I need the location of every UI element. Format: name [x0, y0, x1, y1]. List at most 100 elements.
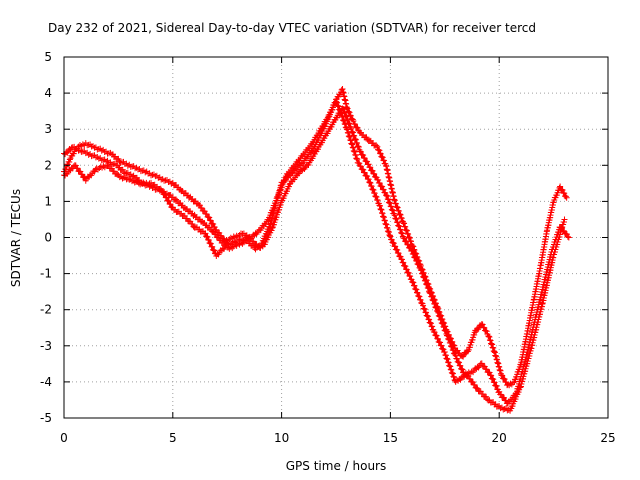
data-marker	[396, 223, 403, 230]
data-marker	[367, 179, 374, 186]
data-marker	[387, 233, 394, 240]
data-marker	[417, 296, 424, 303]
data-marker	[448, 366, 455, 373]
data-marker	[392, 243, 399, 250]
data-marker	[467, 341, 474, 348]
data-marker	[341, 117, 348, 124]
data-marker	[450, 347, 457, 354]
data-marker	[334, 99, 341, 106]
data-marker	[165, 198, 172, 205]
data-marker	[388, 236, 395, 243]
data-marker	[142, 169, 149, 176]
data-marker	[427, 320, 434, 327]
data-marker	[374, 143, 381, 150]
data-marker	[500, 406, 507, 413]
data-marker	[98, 147, 105, 154]
data-marker	[406, 234, 413, 241]
data-marker	[361, 169, 368, 176]
data-marker	[124, 162, 131, 169]
data-marker	[437, 339, 444, 346]
data-marker	[162, 191, 169, 198]
data-marker	[405, 241, 412, 248]
data-marker	[349, 116, 356, 123]
data-marker	[442, 328, 449, 335]
data-marker	[486, 369, 493, 376]
data-marker	[438, 342, 445, 349]
data-marker	[425, 285, 432, 292]
data-marker	[468, 339, 475, 346]
data-marker	[430, 297, 437, 304]
data-marker	[411, 282, 418, 289]
data-marker	[269, 225, 276, 232]
data-marker	[338, 110, 345, 117]
x-tick-labels: 0 5 10 15 20 25	[60, 431, 615, 445]
data-marker	[438, 317, 445, 324]
data-marker	[355, 143, 362, 150]
data-marker	[444, 356, 451, 363]
data-marker	[431, 301, 438, 308]
data-marker	[401, 235, 408, 242]
data-marker	[490, 376, 497, 383]
data-marker	[392, 200, 399, 207]
data-marker	[446, 336, 453, 343]
data-marker	[173, 196, 180, 203]
data-marker	[333, 96, 339, 103]
data-marker	[431, 329, 438, 336]
data-marker	[442, 352, 449, 359]
data-marker	[447, 363, 454, 370]
y-tick-label: -4	[40, 375, 52, 389]
data-marker	[409, 247, 416, 254]
data-marker	[441, 349, 448, 356]
data-marker	[391, 212, 398, 219]
data-marker	[354, 140, 361, 147]
data-marker	[379, 154, 386, 161]
data-marker	[517, 384, 524, 391]
data-marker	[493, 383, 500, 390]
data-series	[61, 96, 568, 414]
data-marker	[352, 136, 359, 143]
data-marker	[471, 331, 478, 338]
data-marker	[401, 220, 408, 227]
data-marker	[243, 234, 250, 241]
data-marker	[434, 308, 441, 315]
data-marker	[485, 333, 492, 340]
data-marker	[364, 173, 371, 180]
data-marker	[485, 332, 492, 339]
data-marker	[473, 384, 480, 391]
data-marker	[167, 201, 174, 208]
data-marker	[85, 151, 92, 158]
x-tick-label: 5	[169, 431, 177, 445]
data-marker	[352, 121, 359, 128]
data-marker	[129, 178, 135, 185]
data-marker	[398, 256, 405, 263]
data-marker	[423, 309, 430, 316]
data-marker	[488, 340, 495, 347]
data-marker	[204, 233, 211, 240]
data-marker	[441, 324, 448, 331]
data-marker	[203, 211, 210, 218]
data-marker	[365, 176, 372, 183]
data-marker	[240, 237, 247, 244]
data-marker	[373, 142, 380, 149]
data-marker	[435, 335, 441, 342]
data-marker	[405, 270, 412, 277]
data-marker	[407, 273, 414, 280]
data-marker	[429, 323, 436, 330]
data-marker	[205, 237, 212, 244]
data-marker	[486, 333, 493, 340]
data-marker	[565, 234, 572, 241]
data-marker	[368, 183, 375, 190]
data-marker	[489, 344, 496, 351]
data-marker	[452, 351, 459, 358]
data-marker	[394, 219, 401, 226]
data-marker	[433, 332, 440, 339]
data-marker	[398, 215, 405, 222]
data-marker	[357, 148, 364, 155]
data-marker	[120, 169, 127, 176]
data-marker	[410, 279, 417, 286]
data-marker	[424, 313, 431, 320]
data-marker	[426, 316, 433, 323]
data-marker	[374, 197, 381, 204]
data-marker	[420, 302, 427, 309]
data-marker	[564, 233, 571, 240]
